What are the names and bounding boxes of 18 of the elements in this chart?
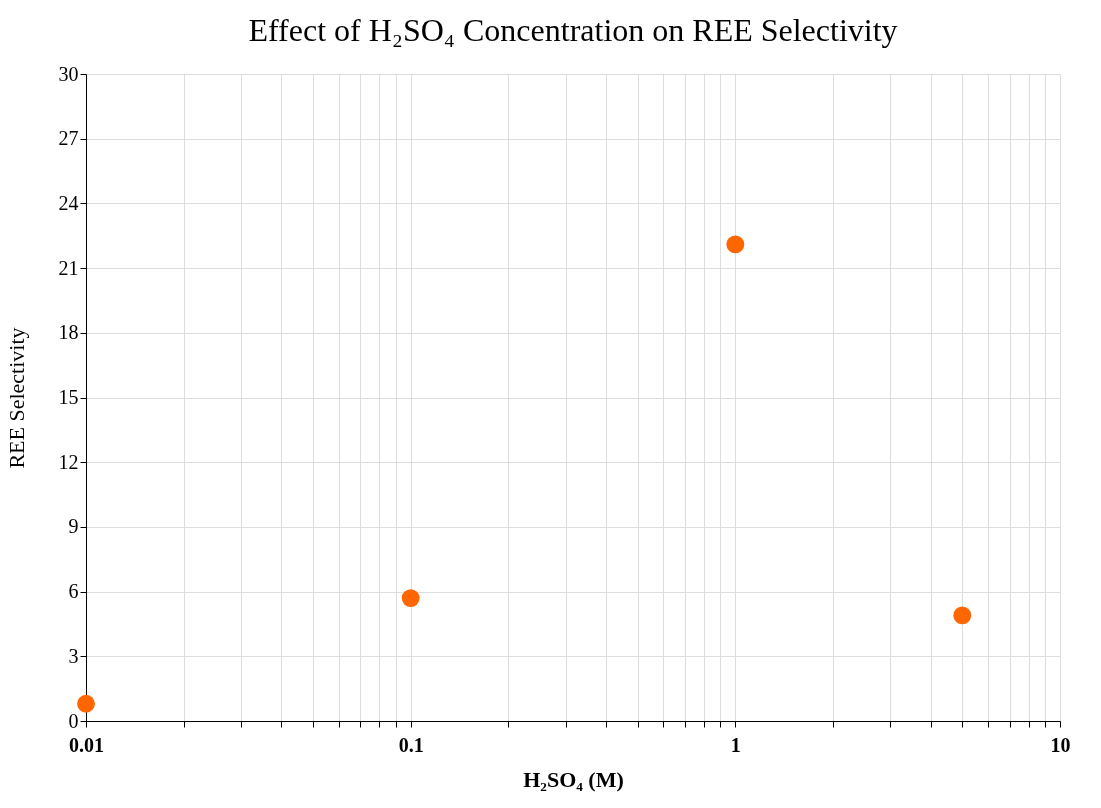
y-tick-label: 0 [68,709,79,732]
x-tick-label: 1 [730,733,741,756]
y-tick-label: 18 [58,321,79,344]
y-tick-label: 27 [58,127,79,150]
y-tick-label: 30 [58,62,79,85]
y-tick-label: 3 [68,644,79,667]
y-tick-label: 9 [68,515,79,538]
chart-title: Effect of H₂SO₄ Concentration on REE Selectivity [248,12,898,48]
y-tick-label: 12 [58,450,79,473]
x-axis-title: H₂SO₄ (M) [523,766,624,792]
y-tick-label: 6 [68,580,79,603]
y-tick-label: 21 [58,256,79,279]
x-tick-label: 0.01 [69,733,104,756]
y-tick-label: 15 [58,386,79,408]
x-tick-label: 10 [1050,733,1071,756]
x-tick-label: 0.1 [398,733,424,756]
y-axis-title: REE Selectivity [3,327,29,469]
y-tick-label: 24 [58,191,79,214]
